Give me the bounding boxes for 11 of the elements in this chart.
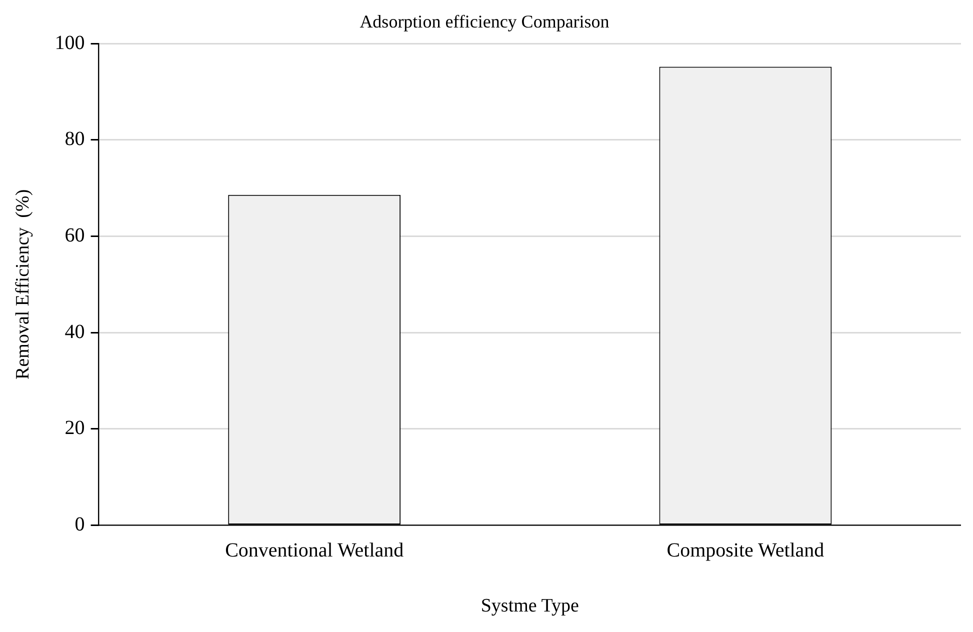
y-tick-label: 20 [64,417,85,440]
y-tick-label: 100 [54,32,85,54]
y-tick-label: 60 [64,224,85,246]
y-tick-label: 0 [74,513,85,536]
y-tick-label: 80 [64,128,85,150]
y-tick-label: 40 [64,320,85,343]
x-tick-label: Conventional Wetland [225,539,404,562]
chart-title: Adsorption efficiency Comparison [360,12,610,32]
x-axis-title: Systme Type [480,596,579,617]
x-tick-label: Composite Wetland [666,539,824,562]
y-axis-title: Removal Efficiency (%) [12,189,34,380]
